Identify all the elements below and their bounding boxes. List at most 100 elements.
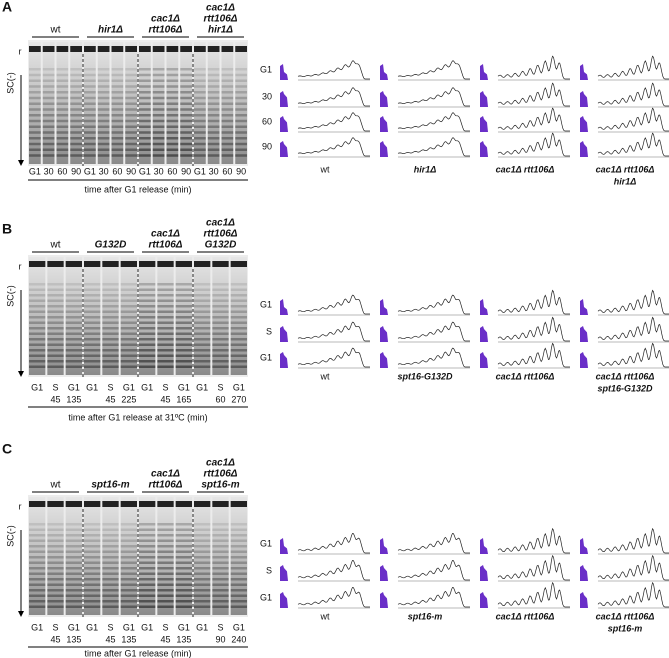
gel-band [84,550,101,553]
lane-label: 45 [50,634,60,644]
gel-band [120,338,137,341]
gel-band [139,594,156,597]
gel-band [29,125,41,128]
flow-row-label: G1 [260,64,272,74]
gel-band [102,365,119,368]
gel-band [207,114,220,117]
group-label: rtt106Δ [204,14,238,25]
gel-band [47,578,64,581]
gel-band [102,594,119,597]
gel-band [29,79,41,82]
gel-band-r [221,46,234,52]
gel-band [120,299,137,302]
gel-band [212,343,229,346]
gel-band [230,310,247,313]
gel-band [166,137,179,140]
gel-band [139,85,151,88]
gel-band [47,299,64,302]
gel-band [139,299,156,302]
gel-band [120,600,137,603]
gel-band [180,142,192,146]
gel-band [42,96,55,100]
gel-band [125,73,137,77]
gel-band [47,545,64,548]
gel-band [157,550,174,553]
gel-band [157,578,174,581]
nucleosome-profile [297,87,370,107]
nucleosome-profile [297,60,370,80]
gel-band [194,338,211,341]
gel-band [70,142,82,146]
dna-histogram [380,352,388,368]
gel-band [157,589,174,592]
gel-band-r [139,261,156,267]
gel-band [175,365,192,368]
gel-band [157,327,174,330]
gel-band [180,148,192,151]
gel-band [139,523,156,526]
gel-band [47,316,64,319]
gel-band-r [175,501,192,507]
gel-band [111,114,124,117]
gel-lane [65,257,82,375]
gel-band [42,73,55,77]
flow-column-label: spt16-m [408,611,443,621]
dna-histogram [380,299,388,315]
gel-band [166,79,179,82]
gel-band [84,600,101,603]
gel-band [221,131,234,134]
nucleosome-profile [297,294,370,315]
gel-band-r [47,501,64,507]
dna-histogram [280,538,288,554]
gel-band [230,343,247,346]
gel-band [194,556,211,559]
gel-lane [84,257,101,375]
dna-histogram [280,565,288,581]
gel-band [157,321,174,324]
gel-band [65,600,82,603]
gel-band [166,119,179,123]
lane-label: G1 [31,382,43,392]
gel-band-r [207,46,220,52]
gel-band [230,349,247,352]
gel-band [175,550,192,553]
axis-label: SC(-) [5,285,15,307]
gel-band [212,523,229,526]
gel-lane [166,42,179,164]
gel-band [166,131,179,134]
nucleosome-profile [297,347,370,368]
gel-band [65,321,82,324]
gel-band [139,578,156,581]
group-label: wt [50,25,61,36]
gel-band [29,321,46,324]
gel-band [157,567,174,570]
gel-lane [194,257,211,375]
lane-label: G1 [86,382,98,392]
gel-band [152,131,165,134]
gel-band [47,534,64,537]
flow-column-label: spt16-m [608,623,643,633]
gel-band [157,528,174,531]
dna-histogram [580,141,588,157]
gel-band-r [102,501,119,507]
gel-band [157,294,174,297]
gel-band [194,572,211,575]
gel-band [84,305,101,308]
gel-band [194,73,206,77]
gel-band-r [102,261,119,267]
gel-band [56,125,69,128]
gel-band [111,96,124,100]
gel-band-r [56,46,69,52]
gel-band [47,321,64,324]
gel-band [139,288,156,291]
gel-band [235,102,247,105]
gel-band [235,91,247,94]
gel-band [29,545,46,548]
gel-band [157,594,174,597]
gel-band [194,108,206,111]
gel-band [139,316,156,319]
nucleosome-profile [497,554,570,581]
gel-band [166,108,179,111]
gel-band [175,594,192,597]
gel-band [235,137,247,140]
